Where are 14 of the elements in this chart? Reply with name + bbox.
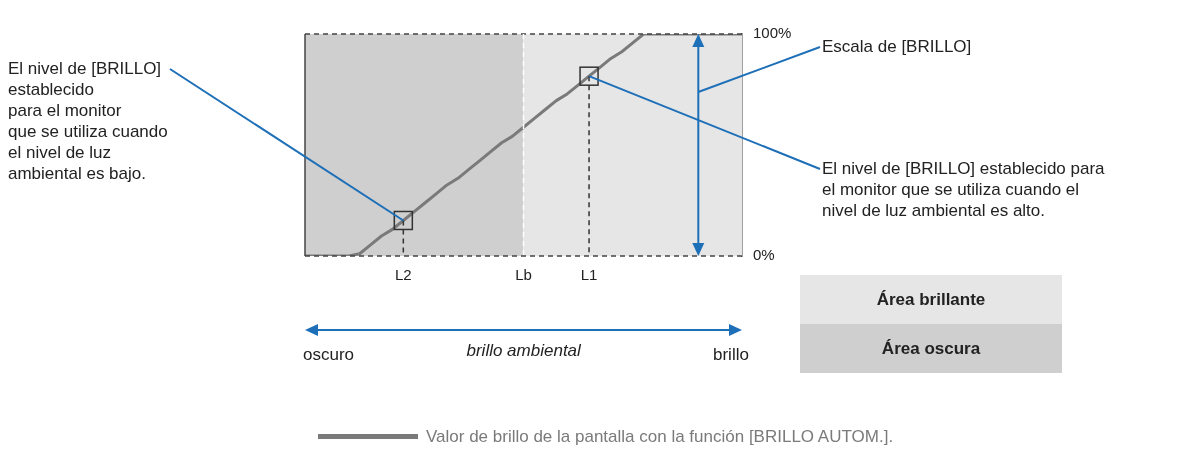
x-tick-label: L1 bbox=[580, 266, 598, 284]
y-tick-label: 100% bbox=[753, 24, 792, 42]
annotation: El nivel de [BRILLO] establecido para el monitor que se utiliza cuando el nivel de luz ambiental es alto. bbox=[822, 158, 1105, 221]
x-tick-label: Lb bbox=[515, 266, 532, 284]
text: oscuro bbox=[303, 344, 355, 365]
x-axis-title: brillo ambiental bbox=[466, 340, 581, 361]
text: Valor de brillo de la pantalla con la función [BRILLO AUTOM.]. bbox=[426, 426, 894, 447]
text: brillo bbox=[713, 344, 749, 365]
x-tick-label: L2 bbox=[394, 266, 412, 284]
y-tick-label: 0% bbox=[753, 246, 775, 264]
text: Área oscura bbox=[800, 324, 1062, 373]
text: Área brillante bbox=[800, 275, 1062, 324]
text: Escala de [BRILLO] bbox=[822, 36, 972, 57]
annotation: El nivel de [BRILLO] establecido para el monitor que se utiliza cuando el nivel de luz ambiental es bajo. bbox=[8, 58, 168, 184]
